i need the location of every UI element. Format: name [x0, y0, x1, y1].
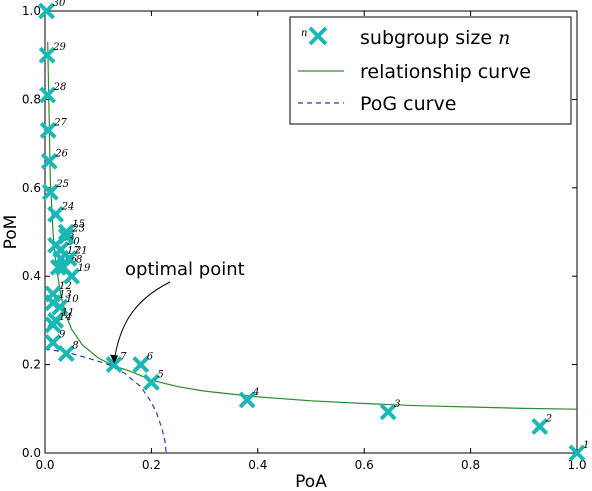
point-label: 14	[59, 312, 72, 323]
legend-x-glyph	[308, 26, 328, 46]
point-label: 24	[61, 201, 75, 212]
legend-entry-scatter: n subgroup size n	[301, 26, 510, 49]
y-axis-title: PoM	[1, 215, 21, 250]
point-label: 12	[59, 281, 72, 292]
legend-scatter-label: subgroup size n	[360, 27, 510, 49]
legend-scatter-label-text: subgroup size	[360, 27, 492, 49]
point-label: 26	[54, 148, 68, 159]
scatter-point	[142, 373, 160, 391]
annotation-arrowhead	[110, 354, 119, 364]
point-label: 18	[70, 254, 83, 265]
scatter-point	[105, 356, 123, 374]
scatter-point	[238, 391, 256, 409]
x-axis-title: PoA	[295, 472, 327, 491]
point-label: 29	[52, 42, 66, 53]
y-tick-label: 0.4	[22, 269, 41, 283]
scatter-point	[44, 294, 62, 312]
point-label: 7	[120, 352, 127, 363]
scatter-point	[63, 267, 81, 285]
scatter-point	[60, 250, 78, 267]
scatter-markers: 1234567891011121314151617181920212223242…	[38, 0, 589, 462]
scatter-point	[38, 2, 56, 20]
annotation: optimal point	[110, 259, 245, 364]
point-label: 21	[74, 246, 88, 257]
point-label: 15	[72, 219, 85, 230]
scatter-point	[57, 223, 75, 241]
scatter-point	[39, 86, 57, 104]
legend-relationship-label: relationship curve	[360, 61, 531, 83]
point-label: 8	[72, 341, 78, 352]
scatter-point	[41, 183, 59, 201]
point-label: 4	[252, 387, 259, 398]
point-label: 9	[59, 330, 66, 341]
annotation-arrow	[113, 281, 171, 361]
point-label: 13	[59, 290, 72, 301]
point-label: 25	[55, 179, 69, 190]
scatter-point	[57, 228, 75, 245]
y-tick-label: 0.2	[22, 358, 41, 372]
x-tick-label: 1.0	[567, 458, 586, 472]
scatter-point	[132, 356, 150, 374]
scatter-point	[568, 444, 586, 462]
scatter-point	[40, 152, 58, 170]
point-label: 27	[53, 117, 67, 128]
y-tick-label: 0.8	[22, 92, 41, 106]
legend-entry-relationship: relationship curve	[298, 61, 531, 83]
y-tick-label: 1.0	[22, 4, 41, 18]
annotation-text: optimal point	[125, 259, 245, 280]
x-tick-label: 0.4	[248, 458, 267, 472]
legend-scatter-label-var: n	[498, 27, 510, 49]
legend-marker-x	[308, 26, 328, 46]
point-label: 1	[583, 440, 589, 451]
y-tick-label: 0.6	[22, 181, 41, 195]
point-label: 10	[66, 294, 79, 305]
x-tick-label: 0.8	[461, 458, 480, 472]
point-label: 19	[78, 263, 91, 274]
point-label: 5	[157, 369, 163, 380]
point-label: 30	[53, 0, 66, 9]
point-label: 6	[147, 352, 154, 363]
point-label: 3	[394, 399, 400, 410]
legend-pog-label: PoG curve	[360, 93, 456, 115]
point-label: 11	[62, 307, 75, 318]
scatter-point	[379, 403, 397, 421]
pog-curve	[44, 348, 167, 454]
scatter-point	[44, 334, 62, 351]
scatter-point	[57, 345, 75, 362]
scatter-point	[38, 46, 56, 64]
legend-marker-n: n	[301, 28, 307, 39]
x-tick-label: 0.2	[142, 458, 161, 472]
point-label: 2	[545, 413, 552, 424]
point-label: 23	[71, 223, 85, 234]
point-label: 28	[53, 82, 67, 93]
legend: n subgroup size n relationship curve PoG …	[289, 16, 572, 125]
scatter-point	[39, 121, 57, 139]
scatter-point	[44, 316, 62, 334]
scatter-point	[47, 205, 65, 223]
scatter-point	[531, 418, 549, 435]
legend-entry-pog: PoG curve	[298, 93, 456, 115]
y-tick-label: 0.0	[22, 446, 41, 460]
x-tick-label: 0.6	[355, 458, 374, 472]
x-tick-label: 0.0	[35, 458, 54, 472]
